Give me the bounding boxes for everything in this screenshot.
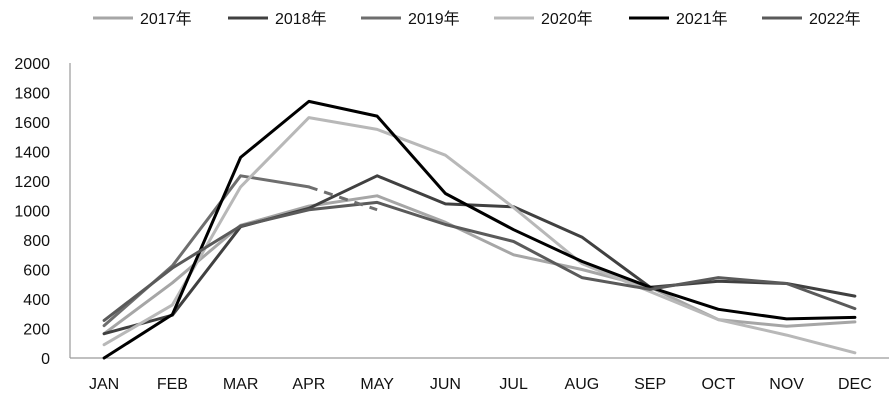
x-tick-label: JAN	[89, 376, 119, 393]
series-line	[102, 99, 857, 360]
series-layer	[102, 99, 857, 360]
series-dashed-segment	[308, 185, 378, 212]
y-tick-label: 400	[23, 292, 50, 309]
series-line-segment	[102, 200, 857, 322]
axes: 0 200 400 600 800 1000 1200 1400 1600 1800 2000 JAN…	[14, 56, 889, 393]
legend-label: 2017年	[140, 10, 192, 28]
series-line-segment	[102, 174, 311, 328]
legend-item: 2018年	[228, 10, 327, 28]
series-line	[102, 200, 857, 322]
y-tick-label: 1200	[14, 174, 50, 191]
series-line-segment	[102, 116, 857, 355]
x-tick-label: DEC	[838, 376, 872, 393]
series-line	[102, 116, 857, 355]
legend-item: 2019年	[361, 10, 460, 28]
series-line	[102, 174, 311, 328]
x-tick-label: AUG	[565, 376, 600, 393]
x-tick-label: MAY	[360, 376, 394, 393]
y-tick-label: 1600	[14, 115, 50, 132]
y-tick-label: 1000	[14, 204, 50, 221]
legend-item: 2020年	[494, 10, 593, 28]
legend-item: 2017年	[93, 10, 192, 28]
y-tick-label: 1800	[14, 86, 50, 103]
legend-label: 2020年	[541, 10, 593, 28]
x-tick-label: NOV	[769, 376, 804, 393]
x-tick-label: MAR	[223, 376, 259, 393]
y-tick-label: 200	[23, 322, 50, 339]
x-tick-label: APR	[292, 376, 325, 393]
x-tick-label: JUN	[430, 376, 461, 393]
legend-label: 2018年	[275, 10, 327, 28]
y-tick-label: 600	[23, 263, 50, 280]
series-line-segment	[102, 99, 857, 360]
legend: 2017年 2018年 2019年 2020年 2021年 2022年	[93, 10, 861, 28]
y-tick-label: 0	[41, 351, 50, 368]
legend-item: 2022年	[762, 10, 861, 28]
legend-label: 2019年	[408, 10, 460, 28]
y-tick-label: 2000	[14, 56, 50, 73]
x-tick-label: FEB	[157, 376, 188, 393]
y-tick-label: 1400	[14, 145, 50, 162]
y-tick-label: 800	[23, 233, 50, 250]
x-tick-label: OCT	[701, 376, 735, 393]
legend-item: 2021年	[629, 10, 728, 28]
legend-label: 2022年	[809, 10, 861, 28]
series-line	[102, 174, 857, 336]
series-line-segment	[102, 174, 857, 336]
x-tick-label: JUL	[499, 376, 528, 393]
legend-label: 2021年	[676, 10, 728, 28]
x-tick-label: SEP	[634, 376, 666, 393]
